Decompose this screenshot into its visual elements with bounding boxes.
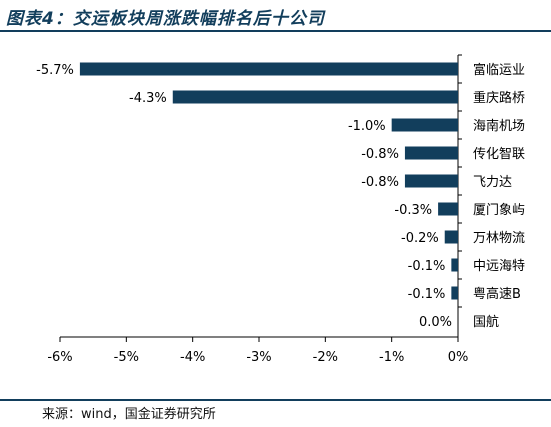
source-note: 来源：wind，国金证券研究所 [42,407,216,422]
bar [79,62,459,76]
tick-label: -4% [180,350,205,365]
footer-rule [0,399,551,401]
data-label: -0.3% [394,203,432,218]
data-label: -4.3% [129,91,167,106]
bar [404,146,458,160]
tick-label: 0% [448,350,469,365]
category-label: 传化智联 [473,147,525,162]
bar [444,230,458,244]
tick-label: -2% [313,350,338,365]
title-rule [0,30,551,32]
bar [172,90,458,104]
bar [451,258,458,272]
data-label: -0.1% [408,287,446,302]
category-label: 重庆路桥 [473,90,525,106]
bar [451,286,458,300]
data-label: -0.8% [361,175,399,190]
data-label: 0.0% [419,315,452,330]
data-label: -0.1% [408,259,446,274]
category-label: 万林物流 [473,231,525,246]
data-label: -1.0% [348,119,386,134]
category-label: 中远海特 [473,259,525,274]
data-label: -0.8% [361,147,399,162]
data-label: -5.7% [36,63,74,78]
bar [391,118,458,132]
tick-label: -6% [47,350,72,365]
tick-label: -1% [379,350,404,365]
category-label: 粤高速B [473,286,521,302]
category-label: 富临运业 [473,62,525,78]
category-label: 海南机场 [473,118,525,134]
bar [404,174,458,188]
data-label: -0.2% [401,231,439,246]
chart-title: 图表4：交运板块周涨跌幅排名后十公司 [6,9,325,29]
tick-label: -3% [246,350,271,365]
category-label: 飞力达 [473,175,512,190]
tick-label: -5% [114,350,139,365]
category-label: 厦门象屿 [473,203,525,218]
bar [438,202,458,216]
category-label: 国航 [473,314,499,330]
